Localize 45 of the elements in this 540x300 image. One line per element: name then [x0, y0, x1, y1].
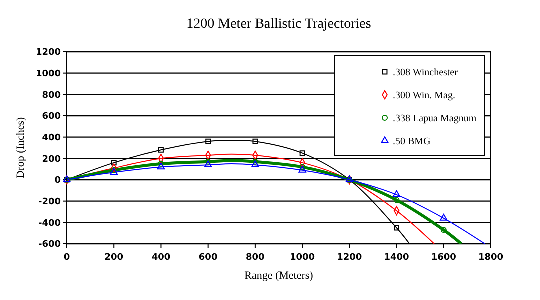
x-tick-label: 200 — [104, 253, 124, 263]
y-tick-label: -200 — [38, 197, 61, 208]
legend-label: .338 Lapua Magnum — [393, 114, 477, 124]
y-tick-label: 200 — [42, 154, 61, 165]
point — [111, 160, 117, 166]
y-tick-label: 400 — [42, 133, 61, 144]
point — [440, 214, 448, 221]
point — [394, 197, 400, 204]
point — [252, 158, 258, 165]
x-tick-label: 1400 — [384, 253, 410, 263]
point — [205, 158, 212, 165]
y-tick-label: 600 — [42, 112, 61, 122]
chart-title: 1200 Meter Ballistic Trajectories — [186, 17, 372, 32]
point — [392, 190, 401, 198]
y-tick-label: 800 — [42, 90, 61, 101]
x-axis-title: Range (Meters) — [244, 270, 314, 282]
y-tick-label: 0 — [54, 176, 61, 186]
point — [298, 166, 306, 173]
x-tick-label: 0 — [64, 253, 70, 263]
point — [252, 160, 260, 168]
x-tick-label: 1800 — [478, 253, 504, 263]
point — [300, 164, 306, 170]
point — [157, 162, 166, 170]
legend-label: .308 Winchester — [393, 68, 459, 78]
point — [300, 150, 306, 156]
y-tick-label: 1200 — [36, 48, 61, 58]
point — [252, 138, 258, 144]
point — [158, 147, 164, 153]
x-tick-label: 600 — [198, 253, 218, 263]
y-tick-label: -400 — [38, 218, 61, 229]
point — [394, 225, 400, 231]
x-tick-label: 1000 — [290, 253, 316, 263]
x-tick-label: 800 — [246, 253, 265, 263]
legend-label: .50 BMG — [393, 136, 431, 148]
y-tick-label: -600 — [38, 240, 61, 250]
point — [204, 160, 212, 168]
y-tick-label: 1000 — [36, 69, 61, 80]
legend-label: .300 Win. Mag. — [393, 90, 456, 102]
x-tick-label: 1600 — [431, 253, 456, 263]
x-tick-label: 1200 — [337, 253, 362, 263]
x-tick-label: 400 — [152, 253, 171, 263]
point — [440, 227, 447, 234]
point — [206, 138, 212, 144]
point — [158, 160, 164, 168]
y-axis-title: Drop (Inches) — [15, 116, 27, 179]
